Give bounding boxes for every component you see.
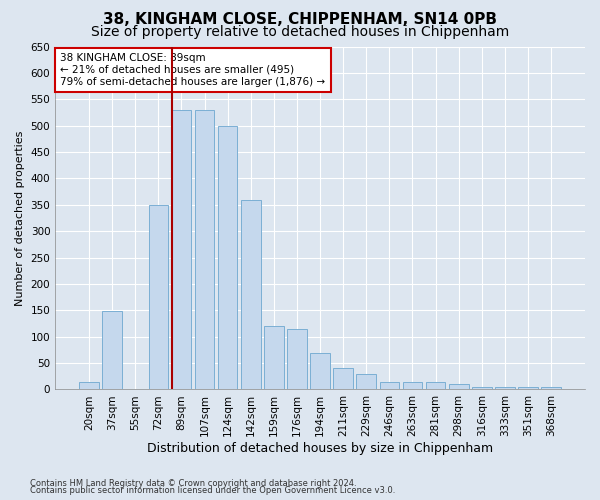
Text: Size of property relative to detached houses in Chippenham: Size of property relative to detached ho…: [91, 25, 509, 39]
Bar: [356, 374, 376, 390]
Bar: [287, 329, 307, 390]
X-axis label: Distribution of detached houses by size in Chippenham: Distribution of detached houses by size …: [147, 442, 493, 455]
Bar: [310, 352, 330, 390]
Bar: [79, 382, 99, 390]
Bar: [403, 382, 422, 390]
Bar: [541, 387, 561, 390]
Bar: [334, 368, 353, 390]
Text: Contains HM Land Registry data © Crown copyright and database right 2024.: Contains HM Land Registry data © Crown c…: [30, 478, 356, 488]
Bar: [195, 110, 214, 390]
Bar: [218, 126, 238, 390]
Text: 38 KINGHAM CLOSE: 89sqm
← 21% of detached houses are smaller (495)
79% of semi-d: 38 KINGHAM CLOSE: 89sqm ← 21% of detache…: [61, 54, 326, 86]
Bar: [241, 200, 260, 390]
Text: Contains public sector information licensed under the Open Government Licence v3: Contains public sector information licen…: [30, 486, 395, 495]
Bar: [172, 110, 191, 390]
Bar: [495, 387, 515, 390]
Text: 38, KINGHAM CLOSE, CHIPPENHAM, SN14 0PB: 38, KINGHAM CLOSE, CHIPPENHAM, SN14 0PB: [103, 12, 497, 28]
Bar: [149, 205, 168, 390]
Bar: [264, 326, 284, 390]
Bar: [103, 312, 122, 390]
Bar: [426, 382, 445, 390]
Bar: [472, 387, 491, 390]
Bar: [380, 382, 399, 390]
Bar: [449, 384, 469, 390]
Y-axis label: Number of detached properties: Number of detached properties: [15, 130, 25, 306]
Bar: [518, 387, 538, 390]
